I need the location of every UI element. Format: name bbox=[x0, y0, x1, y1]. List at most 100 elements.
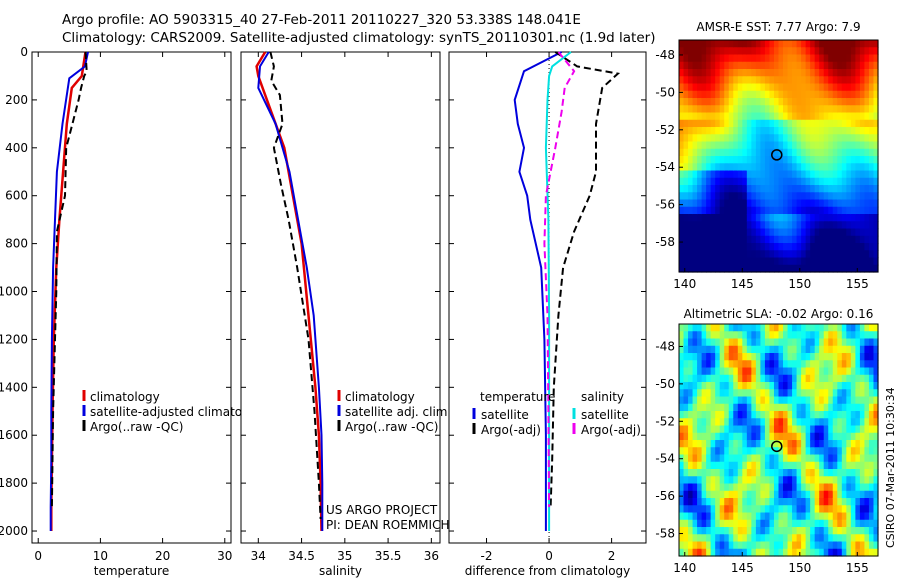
heatmap-cell bbox=[728, 134, 734, 143]
heatmap-cell bbox=[760, 360, 766, 369]
heatmap-cell bbox=[755, 83, 762, 92]
heatmap-cell bbox=[764, 83, 771, 92]
heatmap-cell bbox=[760, 221, 766, 230]
heatmap-cell bbox=[850, 476, 856, 485]
heatmap-cell bbox=[688, 243, 694, 251]
heatmap-cell bbox=[688, 156, 694, 164]
heatmap-cell bbox=[792, 69, 798, 77]
heatmap-cell bbox=[755, 338, 762, 347]
heatmap-cell bbox=[819, 257, 825, 266]
heatmap-cell bbox=[873, 185, 879, 193]
sst_map-ytick-label: -58 bbox=[655, 235, 675, 249]
heatmap-cell bbox=[850, 134, 856, 143]
heatmap-cell bbox=[832, 345, 838, 354]
heatmap-cell bbox=[679, 324, 685, 332]
heatmap-cell bbox=[819, 353, 825, 361]
heatmap-cell bbox=[697, 257, 703, 266]
heatmap-cell bbox=[832, 396, 838, 405]
heatmap-cell bbox=[841, 512, 847, 521]
heatmap-cell bbox=[706, 469, 712, 477]
heatmap-cell bbox=[679, 548, 685, 557]
heatmap-cell bbox=[850, 512, 856, 521]
heatmap-cell bbox=[742, 490, 748, 499]
heatmap-cell bbox=[783, 76, 789, 85]
heatmap-cell bbox=[814, 134, 820, 143]
heatmap-cell bbox=[855, 112, 861, 121]
heatmap-cell bbox=[742, 148, 748, 157]
heatmap-cell bbox=[724, 119, 730, 128]
depth-tick-label: 1800 bbox=[0, 476, 28, 490]
heatmap-cell bbox=[773, 264, 780, 273]
heatmap-cell bbox=[796, 324, 802, 332]
heatmap-cell bbox=[773, 185, 780, 193]
heatmap-cell bbox=[769, 206, 775, 215]
heatmap-cell bbox=[692, 156, 698, 164]
heatmap-cell bbox=[724, 534, 730, 543]
heatmap-cell bbox=[846, 221, 852, 230]
heatmap-cell bbox=[769, 40, 775, 48]
heatmap-cell bbox=[733, 221, 739, 230]
heatmap-cell bbox=[719, 257, 725, 266]
heatmap-cell bbox=[819, 519, 825, 528]
heatmap-cell bbox=[783, 411, 789, 419]
heatmap-cell bbox=[805, 98, 811, 106]
heatmap-cell bbox=[846, 134, 852, 143]
heatmap-cell bbox=[683, 382, 689, 390]
heatmap-cell bbox=[728, 403, 734, 412]
heatmap-cell bbox=[783, 505, 789, 514]
heatmap-cell bbox=[792, 192, 798, 201]
heatmap-cell bbox=[679, 498, 685, 506]
heatmap-cell bbox=[855, 214, 861, 222]
heatmap-cell bbox=[760, 141, 766, 150]
heatmap-cell bbox=[715, 382, 721, 390]
heatmap-cell bbox=[828, 382, 834, 390]
heatmap-cell bbox=[679, 148, 685, 157]
heatmap-cell bbox=[755, 519, 762, 528]
heatmap-cell bbox=[787, 163, 793, 172]
heatmap-cell bbox=[688, 206, 694, 215]
heatmap-cell bbox=[787, 425, 793, 434]
heatmap-cell bbox=[751, 69, 757, 77]
heatmap-cell bbox=[801, 440, 807, 448]
heatmap-cell bbox=[864, 490, 870, 499]
heatmap-cell bbox=[792, 411, 798, 419]
heatmap-cell bbox=[719, 527, 725, 535]
heatmap-cell bbox=[728, 519, 734, 528]
heatmap-cell bbox=[841, 548, 847, 557]
heatmap-cell bbox=[864, 134, 870, 143]
heatmap-cell bbox=[742, 206, 748, 215]
heatmap-cell bbox=[764, 527, 771, 535]
heatmap-cell bbox=[850, 228, 856, 237]
heatmap-cell bbox=[787, 360, 793, 369]
series-argo-raw-qc- bbox=[50, 51, 88, 508]
heatmap-cell bbox=[715, 235, 721, 244]
heatmap-cell bbox=[873, 374, 879, 383]
heatmap-cell bbox=[823, 127, 829, 135]
heatmap-cell bbox=[778, 389, 784, 398]
heatmap-cell bbox=[796, 141, 802, 150]
heatmap-cell bbox=[868, 382, 875, 390]
heatmap-cell bbox=[710, 40, 716, 48]
heatmap-cell bbox=[868, 134, 875, 143]
heatmap-cell bbox=[868, 461, 875, 470]
heatmap-cell bbox=[841, 206, 847, 215]
heatmap-cell bbox=[728, 338, 734, 347]
sst_map-xtick-label: 150 bbox=[788, 277, 811, 291]
heatmap-cell bbox=[742, 360, 748, 369]
heatmap-cell bbox=[742, 221, 748, 230]
heatmap-cell bbox=[715, 432, 721, 441]
heatmap-cell bbox=[760, 512, 766, 521]
heatmap-cell bbox=[773, 177, 780, 186]
heatmap-cell bbox=[746, 134, 752, 143]
heatmap-cell bbox=[719, 76, 725, 85]
heatmap-cell bbox=[841, 40, 847, 48]
heatmap-cell bbox=[679, 527, 685, 535]
heatmap-cell bbox=[737, 527, 743, 535]
heatmap-cell bbox=[823, 177, 829, 186]
heatmap-cell bbox=[841, 221, 847, 230]
heatmap-cell bbox=[796, 112, 802, 121]
heatmap-cell bbox=[755, 206, 762, 215]
heatmap-cell bbox=[733, 440, 739, 448]
heatmap-cell bbox=[683, 90, 689, 99]
